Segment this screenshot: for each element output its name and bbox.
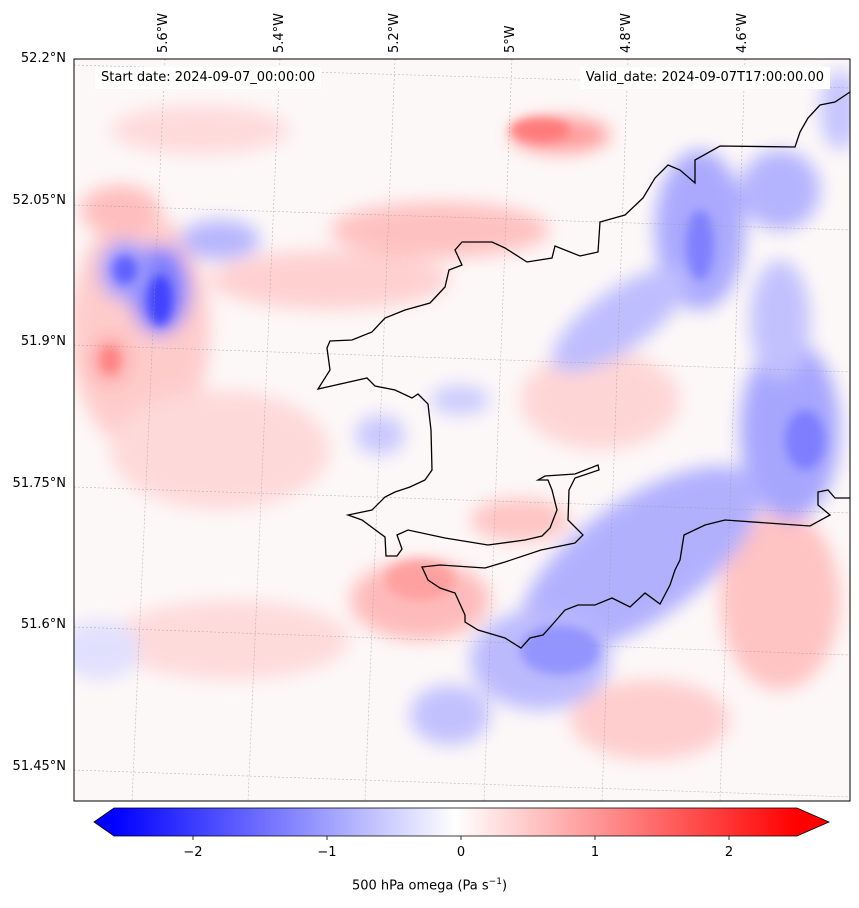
colorbar-label-text: 500 hPa omega (Pa s [351, 878, 489, 894]
lat-label-51-9: 51.9°N [20, 334, 66, 349]
colorbar-tick-label: 1 [590, 845, 600, 860]
colorbar-extend-high [797, 808, 829, 836]
lon-label-4-6: 4.6°W [735, 12, 750, 53]
lon-label-5-4: 5.4°W [272, 12, 287, 53]
colorbar-label: 500 hPa omega (Pa s−1) [0, 877, 859, 893]
lon-label-5-6: 5.6°W [156, 12, 171, 53]
start-date-label: Start date: 2024-09-07_00:00:00 [95, 67, 322, 89]
lon-label-5: 5°W [503, 25, 518, 53]
colorbar-extend-low [94, 808, 114, 836]
lon-label-4-8: 4.8°W [619, 12, 634, 53]
colorbar-gradient [114, 808, 797, 836]
colorbar-tick-label: −2 [183, 845, 203, 860]
omega-field [74, 59, 850, 801]
colorbar [93, 807, 830, 840]
colorbar-tick-label: −1 [317, 845, 337, 860]
colorbar-tick-label: 2 [724, 845, 734, 860]
lat-label-52-05: 52.05°N [12, 193, 66, 208]
colorbar-label-exponent: −1 [488, 877, 502, 887]
colorbar-tick-label: 0 [456, 845, 466, 860]
map-frame [73, 58, 851, 802]
valid-date-label: Valid_date: 2024-09-07T17:00:00.00 [579, 67, 830, 89]
colorbar-label-close: ) [501, 878, 508, 894]
lat-label-51-45: 51.45°N [12, 759, 66, 774]
coastline [316, 91, 850, 649]
lat-label-52-2: 52.2°N [20, 51, 66, 66]
lon-label-5-2: 5.2°W [387, 12, 402, 53]
lat-label-51-6: 51.6°N [20, 617, 66, 632]
lat-label-51-75: 51.75°N [12, 476, 66, 491]
